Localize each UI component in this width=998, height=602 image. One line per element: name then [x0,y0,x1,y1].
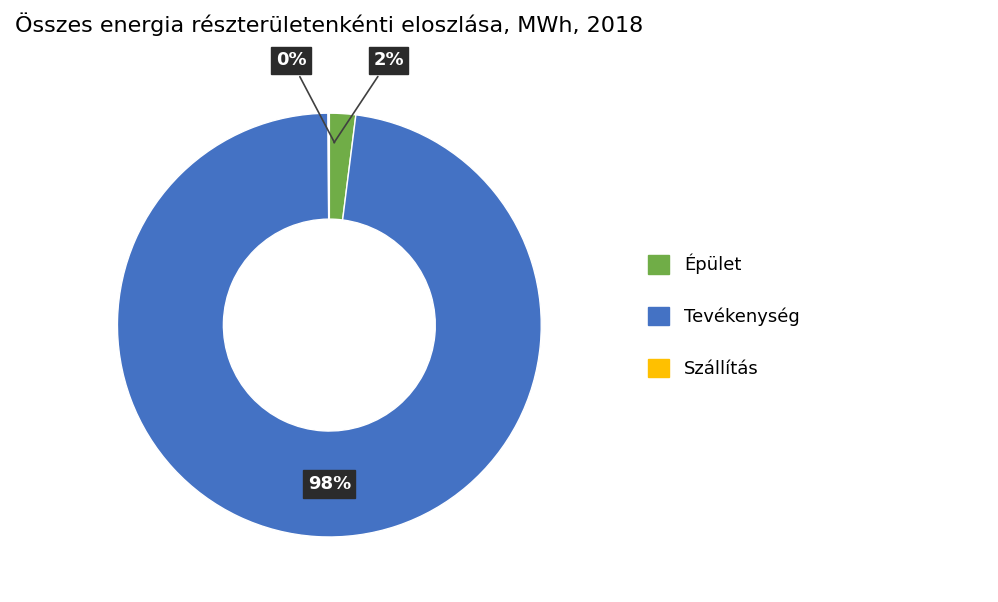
Title: Összes energia részterületenkénti eloszlása, MWh, 2018: Összes energia részterületenkénti eloszl… [15,13,644,37]
Wedge shape [328,113,329,219]
Text: 2%: 2% [334,51,404,143]
Legend: Épület, Tevékenység, Szállítás: Épület, Tevékenység, Szállítás [648,254,799,378]
Wedge shape [329,113,356,220]
Text: 0%: 0% [275,51,334,143]
Wedge shape [118,113,541,537]
Text: 98%: 98% [307,475,351,493]
